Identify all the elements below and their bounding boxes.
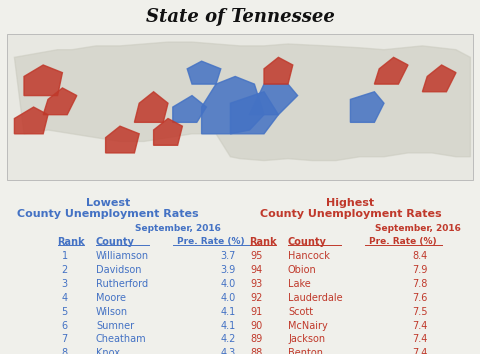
Text: McNairy: McNairy [288,321,328,331]
Text: Benton: Benton [288,348,323,354]
Text: Lauderdale: Lauderdale [288,293,343,303]
Text: 7.4: 7.4 [412,321,428,331]
Text: Scott: Scott [288,307,313,317]
Text: 4.1: 4.1 [220,321,236,331]
Polygon shape [187,61,221,84]
Text: 7.6: 7.6 [412,293,428,303]
FancyBboxPatch shape [7,34,473,180]
Polygon shape [173,96,206,122]
Text: 94: 94 [251,265,263,275]
Text: 7.4: 7.4 [412,335,428,344]
Text: 4: 4 [62,293,68,303]
Text: 89: 89 [251,335,263,344]
Text: 7.5: 7.5 [412,307,428,317]
Text: 7.8: 7.8 [412,279,428,289]
Text: September, 2016: September, 2016 [135,224,220,233]
Text: Rank: Rank [58,237,85,247]
Text: Hancock: Hancock [288,251,330,261]
Text: 4.0: 4.0 [220,293,236,303]
Text: 8.4: 8.4 [412,251,428,261]
Polygon shape [374,57,408,84]
Polygon shape [350,92,384,122]
Text: 3.9: 3.9 [220,265,236,275]
Text: 93: 93 [251,279,263,289]
Text: Davidson: Davidson [96,265,142,275]
Text: 90: 90 [251,321,263,331]
Text: Rank: Rank [250,237,277,247]
Text: Williamson: Williamson [96,251,149,261]
Polygon shape [264,57,293,84]
Polygon shape [154,119,182,145]
Text: 5: 5 [61,307,68,317]
Text: 7.9: 7.9 [412,265,428,275]
Polygon shape [106,126,139,153]
Text: 92: 92 [251,293,263,303]
Polygon shape [134,92,168,122]
Text: 3: 3 [62,279,68,289]
Text: State of Tennessee: State of Tennessee [145,8,335,26]
Text: Pre. Rate (%): Pre. Rate (%) [178,237,245,246]
Polygon shape [43,88,77,115]
Text: 7.4: 7.4 [412,348,428,354]
Text: Rutherford: Rutherford [96,279,148,289]
Text: 4.0: 4.0 [220,279,236,289]
Text: Obion: Obion [288,265,317,275]
Text: Lake: Lake [288,279,311,289]
Polygon shape [24,65,62,96]
Polygon shape [14,42,470,161]
Text: 88: 88 [251,348,263,354]
Text: 6: 6 [62,321,68,331]
Polygon shape [250,84,298,115]
Text: 7: 7 [61,335,68,344]
Text: County: County [96,237,135,247]
Text: 95: 95 [251,251,263,261]
Polygon shape [14,107,48,134]
Text: Jackson: Jackson [288,335,325,344]
Text: 4.3: 4.3 [220,348,236,354]
Text: 8: 8 [62,348,68,354]
Polygon shape [202,76,264,134]
Text: Pre. Rate (%): Pre. Rate (%) [370,237,437,246]
Text: 4.2: 4.2 [220,335,236,344]
Text: Moore: Moore [96,293,126,303]
Text: Lowest: Lowest [86,198,130,208]
Text: 91: 91 [251,307,263,317]
Text: County Unemployment Rates: County Unemployment Rates [260,209,441,219]
Text: County Unemployment Rates: County Unemployment Rates [17,209,199,219]
Text: Highest: Highest [326,198,374,208]
Text: 4.1: 4.1 [220,307,236,317]
Text: 2: 2 [61,265,68,275]
Polygon shape [230,92,278,134]
Text: September, 2016: September, 2016 [375,224,460,233]
Text: 1: 1 [62,251,68,261]
Polygon shape [422,65,456,92]
Text: Sumner: Sumner [96,321,134,331]
Text: County: County [288,237,327,247]
Text: 3.7: 3.7 [220,251,236,261]
Text: Knox: Knox [96,348,120,354]
Text: Wilson: Wilson [96,307,128,317]
Text: Cheatham: Cheatham [96,335,146,344]
